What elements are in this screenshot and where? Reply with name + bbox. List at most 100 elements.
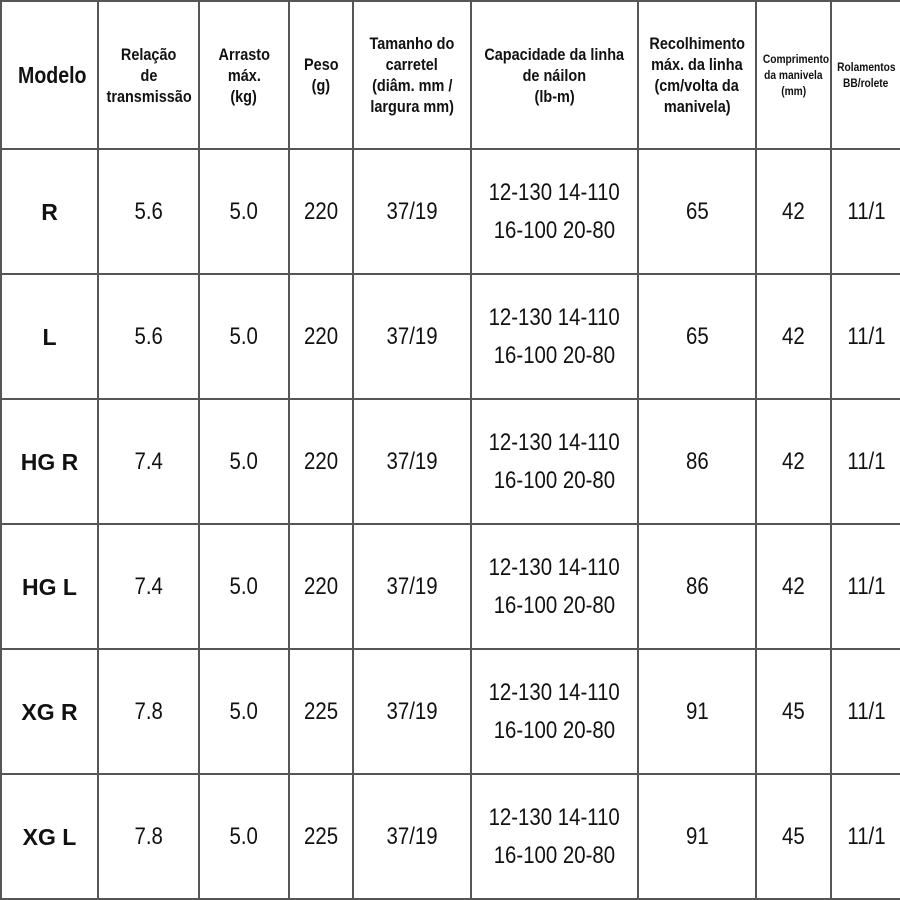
cell-line: 11/1: [832, 693, 900, 731]
cell-text: 5.0: [229, 572, 259, 600]
cell-text: 7.4: [134, 572, 163, 600]
cell-text: 12-130 14-110: [488, 428, 621, 456]
cell-line: (lb-m): [472, 86, 637, 107]
cell-text: 42: [782, 197, 805, 225]
cell-line: 220: [290, 193, 352, 231]
cell-line: 5.0: [200, 193, 288, 231]
cell-line: 7.4: [99, 568, 198, 606]
cell-text: 12-130 14-110: [488, 178, 621, 206]
value-cell: 45: [755, 773, 832, 900]
cell-text: da manivela: [764, 68, 823, 82]
cell-line: Recolhimento: [639, 33, 755, 54]
cell-text: 37/19: [386, 572, 438, 600]
cell-text: 5.6: [134, 322, 163, 350]
cell-line: de: [99, 65, 198, 86]
cell-text: 220: [303, 322, 339, 350]
cell-line: XG R: [21, 698, 78, 725]
cell-text: 11/1: [846, 447, 886, 475]
cell-line: 42: [757, 443, 830, 481]
cell-line: XG L: [22, 823, 77, 850]
cell-text: 7.8: [134, 697, 163, 725]
cell-text: manivela): [663, 97, 731, 116]
cell-line: 37/19: [354, 193, 470, 231]
cell-text: 16-100 20-80: [493, 591, 616, 619]
model-cell: L: [0, 273, 99, 400]
cell-line: de náilon: [472, 65, 637, 86]
cell-line: 5.6: [99, 193, 198, 231]
cell-text: 220: [303, 572, 339, 600]
value-cell: 5.0: [198, 773, 290, 900]
cell-line: 16-100 20-80: [472, 212, 637, 250]
cell-line: 12-130 14-110: [472, 174, 637, 212]
cell-text: 37/19: [386, 322, 438, 350]
value-cell: 42: [755, 273, 832, 400]
value-cell: 91: [637, 773, 757, 900]
cell-text: Capacidade da linha: [484, 44, 625, 64]
cell-text: 7.8: [134, 822, 163, 850]
cell-line: transmissão: [99, 86, 198, 107]
cell-line: 5.0: [200, 693, 288, 731]
cell-line: 5.6: [99, 318, 198, 356]
header-cell: Tamanho do carretel (diâm. mm / largura mm): [352, 0, 472, 150]
cell-text: (g): [311, 76, 331, 95]
cell-line: 42: [757, 193, 830, 231]
value-cell: 5.0: [198, 648, 290, 775]
cell-text: 16-100 20-80: [493, 716, 616, 744]
value-cell: 37/19: [352, 773, 472, 900]
cell-line: L: [42, 323, 57, 350]
cell-line: Capacidade da linha: [472, 44, 637, 65]
value-cell: 42: [755, 398, 832, 525]
cell-line: 65: [639, 193, 755, 231]
cell-text: 11/1: [846, 197, 886, 225]
cell-line: 5.0: [200, 443, 288, 481]
cell-line: 45: [757, 693, 830, 731]
cell-line: largura mm): [354, 96, 470, 117]
cell-text: BB/rolete: [843, 76, 889, 90]
cell-line: 11/1: [832, 318, 900, 356]
cell-text: 225: [303, 822, 339, 850]
value-cell: 11/1: [830, 648, 900, 775]
cell-line: 42: [757, 318, 830, 356]
cell-line: Tamanho do: [354, 33, 470, 54]
value-cell: 11/1: [830, 523, 900, 650]
model-cell: HG L: [0, 523, 99, 650]
table-row: L 5.6 5.0 220 37/19 12-130 14-110 16-100 20-80…: [0, 273, 900, 400]
cell-text: 91: [685, 822, 709, 850]
cell-line: Relação: [99, 44, 198, 65]
header-cell: Rolamentos BB/rolete: [830, 0, 900, 150]
cell-text: 220: [303, 447, 339, 475]
value-cell: 220: [288, 398, 354, 525]
cell-line: 7.4: [99, 443, 198, 481]
cell-line: 37/19: [354, 818, 470, 856]
cell-line: 11/1: [832, 443, 900, 481]
value-cell: 5.6: [97, 148, 200, 275]
value-cell: 65: [637, 148, 757, 275]
cell-text: 5.0: [229, 322, 259, 350]
value-cell: 7.8: [97, 648, 200, 775]
cell-line: 12-130 14-110: [472, 799, 637, 837]
cell-line: Comprimento: [757, 51, 830, 67]
cell-text: 86: [685, 447, 709, 475]
cell-line: 7.8: [99, 818, 198, 856]
table-row: R 5.6 5.0 220 37/19 12-130 14-110 16-100 20-80…: [0, 148, 900, 275]
cell-text: Relação: [120, 44, 177, 64]
model-cell: XG L: [0, 773, 99, 900]
cell-line: máx. da linha: [639, 54, 755, 75]
value-cell: 37/19: [352, 148, 472, 275]
value-cell: 12-130 14-110 16-100 20-80: [470, 398, 639, 525]
cell-text: 86: [685, 572, 709, 600]
cell-line: Peso: [290, 54, 352, 75]
cell-line: 16-100 20-80: [472, 712, 637, 750]
value-cell: 225: [288, 648, 354, 775]
cell-text: 12-130 14-110: [488, 553, 621, 581]
cell-text: 7.4: [134, 447, 163, 475]
cell-line: BB/rolete: [832, 75, 900, 91]
cell-text: 12-130 14-110: [488, 803, 621, 831]
cell-text: 37/19: [386, 822, 438, 850]
header-cell: Modelo: [0, 0, 99, 150]
value-cell: 45: [755, 648, 832, 775]
cell-text: 5.0: [229, 697, 259, 725]
cell-text: carretel: [385, 55, 439, 74]
cell-text: 11/1: [846, 822, 886, 850]
